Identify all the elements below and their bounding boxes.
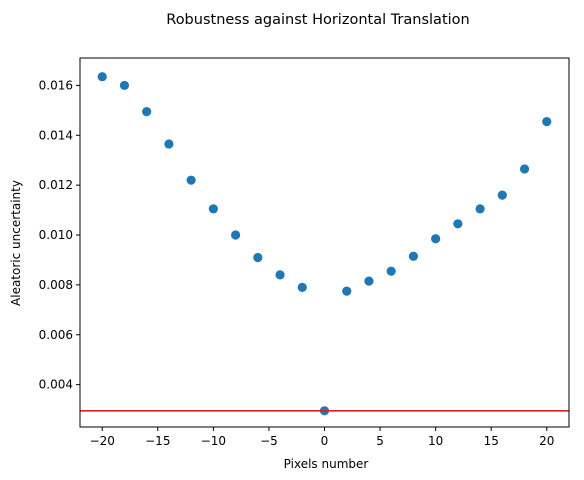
data-point xyxy=(497,190,507,200)
plot-area: −20 −15 −10 −5 0 5 10 15 20 0.004 0.006 0.008 0.010 0… xyxy=(39,57,570,448)
data-point xyxy=(408,251,419,261)
y-tick-label: 0.014 xyxy=(39,128,73,142)
data-point xyxy=(164,139,174,149)
data-point xyxy=(519,164,530,174)
y-tick-label: 0.016 xyxy=(39,78,73,92)
x-tick-label: 5 xyxy=(376,434,384,448)
x-tick-label: 20 xyxy=(539,434,554,448)
data-point xyxy=(186,175,196,185)
data-point xyxy=(542,116,552,127)
data-point xyxy=(275,270,285,280)
data-point xyxy=(208,204,218,214)
y-tick-label: 0.004 xyxy=(39,378,73,392)
x-tick-label: 15 xyxy=(484,434,499,448)
x-tick-label: 10 xyxy=(428,434,443,448)
y-axis-label: Aleatoric uncertainty xyxy=(9,180,23,306)
axes-frame xyxy=(79,57,570,428)
x-axis-label: Pixels number xyxy=(284,457,369,471)
x-tick-label: −20 xyxy=(90,434,115,448)
data-point xyxy=(253,252,263,263)
data-point xyxy=(119,80,130,91)
data-point xyxy=(453,219,463,229)
data-point xyxy=(475,204,485,214)
y-tick-label: 0.006 xyxy=(39,328,73,342)
y-tick-label: 0.012 xyxy=(39,178,73,192)
data-point xyxy=(230,230,241,240)
data-point xyxy=(97,72,107,82)
y-tick-label: 0.008 xyxy=(39,278,73,292)
data-point xyxy=(431,234,441,244)
x-tick-label: −5 xyxy=(260,434,278,448)
y-tick-label: 0.010 xyxy=(39,228,73,242)
x-tick-label: 0 xyxy=(321,434,329,448)
x-tick-label: −15 xyxy=(145,434,170,448)
data-point xyxy=(342,286,352,296)
data-point xyxy=(364,276,374,286)
chart-title: Robustness against Horizontal Translatio… xyxy=(166,12,469,28)
x-tick-label: −10 xyxy=(201,434,226,448)
data-point xyxy=(142,107,152,117)
data-point xyxy=(386,266,396,276)
data-point xyxy=(297,282,307,292)
